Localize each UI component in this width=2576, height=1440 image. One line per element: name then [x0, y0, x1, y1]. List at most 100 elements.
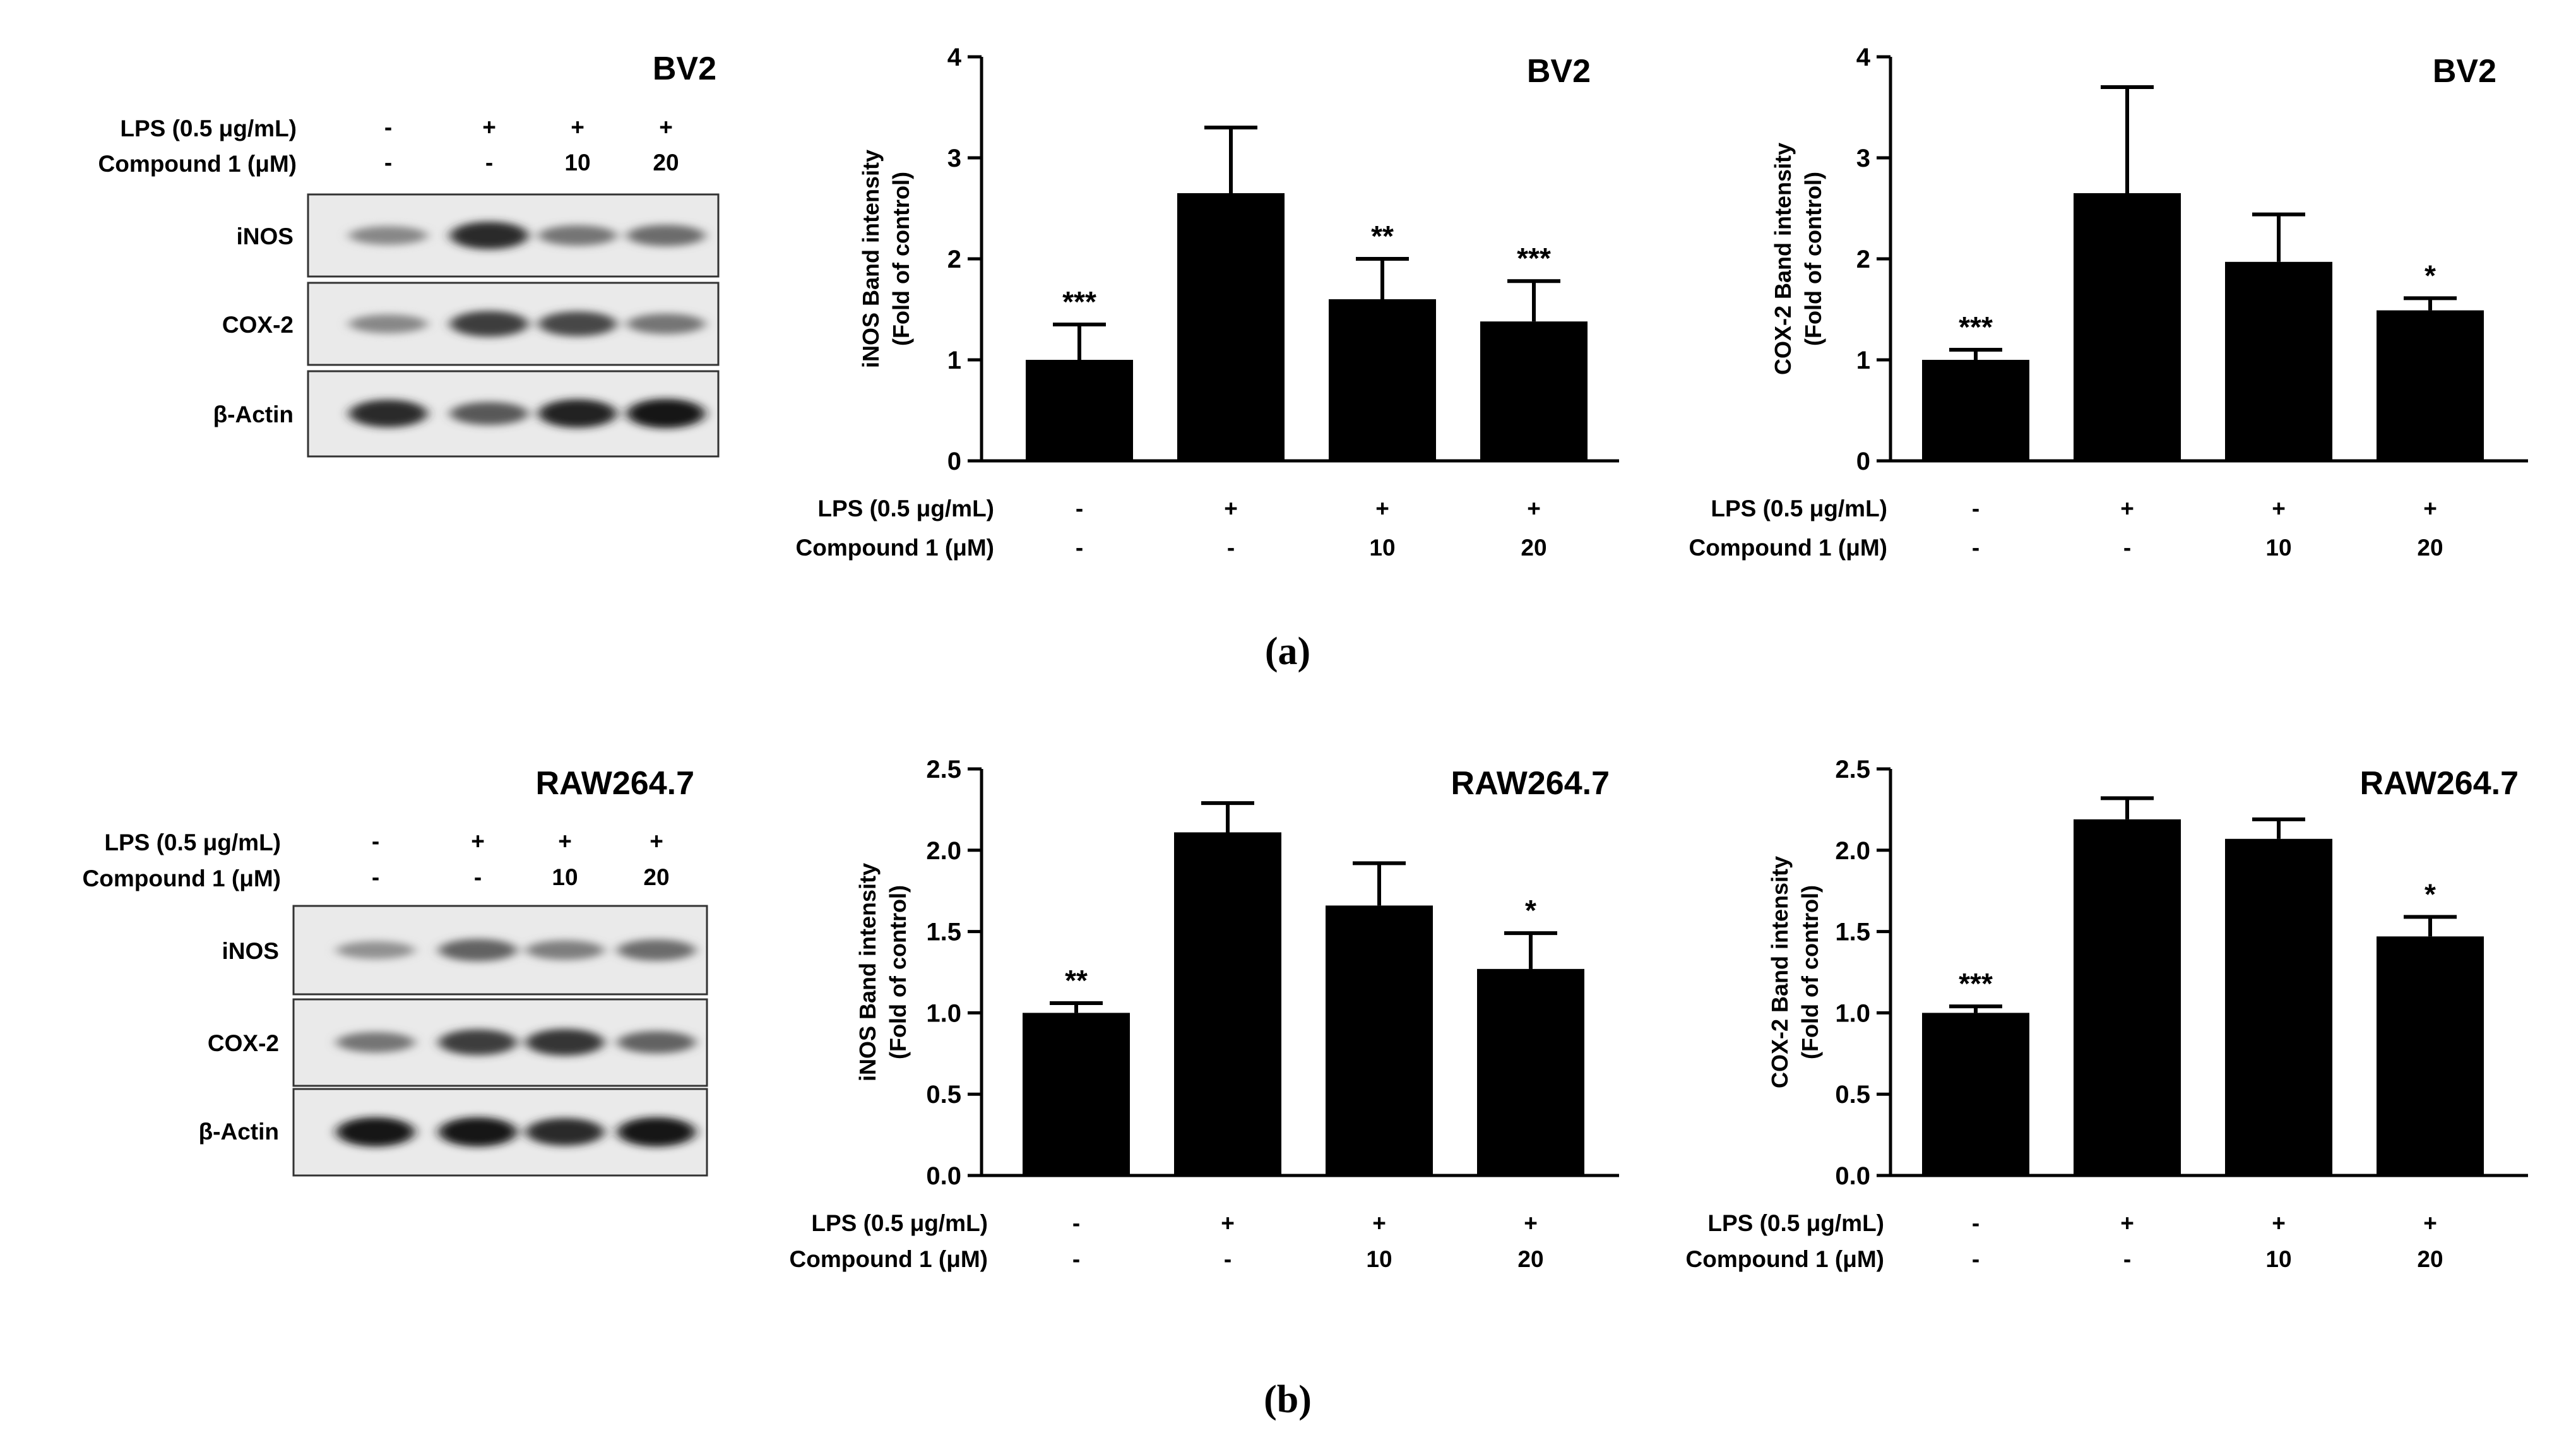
blot-b-lane2-lps: +: [471, 828, 485, 854]
blot-a-cox2-bands: [349, 311, 705, 337]
condition-value: -: [1076, 535, 1083, 561]
condition-value: +: [2423, 496, 2437, 521]
bar: [2074, 193, 2181, 461]
chart-title: RAW264.7: [2360, 765, 2519, 802]
blot-a-inos-bands: [349, 222, 705, 249]
significance-label: ***: [1517, 242, 1551, 275]
condition-value: +: [2272, 1210, 2286, 1236]
bar: [1922, 1013, 2029, 1175]
condition-row-label: LPS (0.5 μg/mL): [811, 1210, 988, 1236]
condition-value: -: [1972, 535, 1979, 561]
blot-band: [349, 226, 427, 245]
y-tick-label: 1.5: [926, 919, 961, 946]
y-tick-label: 3: [947, 145, 961, 172]
condition-value: +: [2272, 496, 2286, 521]
blot-b-cox2-bands: [336, 1028, 696, 1056]
condition-row-label: Compound 1 (μM): [796, 535, 994, 561]
condition-value: +: [1375, 496, 1389, 521]
blot-b-lane3-lps: +: [558, 828, 572, 854]
blot-band: [439, 1117, 517, 1147]
condition-row-label: LPS (0.5 μg/mL): [817, 496, 994, 521]
y-axis-label-line: COX-2 Band intensity: [1767, 856, 1793, 1088]
condition-value: +: [1524, 1210, 1538, 1236]
significance-label: ***: [1959, 967, 1993, 1000]
y-axis-label-line: COX-2 Band intensity: [1770, 143, 1796, 375]
blot-band: [538, 225, 617, 246]
condition-value: -: [2123, 535, 2131, 561]
blot-band: [627, 398, 705, 429]
y-axis-label: COX-2 Band intensity (Fold of control): [1767, 856, 1823, 1088]
bar: [2074, 819, 2181, 1175]
blot-b-lane3-compound: 10: [552, 864, 578, 890]
condition-value: -: [1227, 535, 1235, 561]
blot-b: RAW264.7 LPS (0.5 μg/mL) Compound 1 (μM)…: [83, 765, 708, 1177]
condition-value: -: [2123, 1246, 2131, 1272]
significance-label: ***: [1959, 311, 1993, 343]
y-tick-label: 1.0: [1835, 999, 1870, 1027]
blot-a-lane3-compound: 10: [564, 150, 590, 176]
blot-b-actin-label: β-Actin: [199, 1119, 279, 1145]
bar: [1026, 360, 1133, 461]
condition-value: +: [1372, 1210, 1386, 1236]
y-axis-label-line: (Fold of control): [885, 885, 911, 1059]
bar: [2377, 310, 2484, 461]
blot-a-lane1-lps: -: [384, 114, 392, 140]
blot-band: [439, 1029, 517, 1056]
condition-value: 20: [1521, 535, 1546, 561]
condition-row-label: LPS (0.5 μg/mL): [1707, 1210, 1884, 1236]
y-axis-label: iNOS Band intensity (Fold of control): [855, 863, 911, 1081]
y-axis-label-line: iNOS Band intensity: [858, 150, 884, 368]
significance-label: *: [2425, 259, 2436, 292]
bar: [1177, 193, 1285, 461]
caption-b: (b): [1264, 1378, 1312, 1421]
bar: [1326, 905, 1433, 1175]
bar: [1922, 360, 2029, 461]
blot-band: [538, 399, 617, 428]
y-tick-label: 0: [947, 448, 961, 475]
y-tick-label: 2: [1856, 246, 1870, 273]
bar: [1477, 968, 1584, 1175]
chart-title: BV2: [1527, 53, 1591, 90]
y-tick-label: 0: [1856, 448, 1870, 475]
condition-value: 20: [2417, 1246, 2443, 1272]
blot-a-lane4-lps: +: [659, 114, 673, 140]
blot-b-lane1-lps: -: [372, 828, 379, 854]
blot-band: [526, 1118, 604, 1146]
condition-value: -: [1972, 1246, 1979, 1272]
y-tick-label: 2.5: [926, 756, 961, 783]
condition-row-label: Compound 1 (μM): [1686, 1246, 1884, 1272]
blot-b-compound-row-label: Compound 1 (μM): [83, 866, 281, 891]
blot-a-actin-bands: [349, 398, 705, 429]
condition-row-label: LPS (0.5 μg/mL): [1711, 496, 1887, 521]
blot-a-inos-label: iNOS: [237, 223, 294, 249]
significance-label: ***: [1062, 285, 1096, 318]
significance-label: **: [1065, 964, 1088, 997]
y-tick-label: 1.5: [1835, 919, 1870, 946]
blot-band: [450, 311, 528, 337]
blot-a-compound-row-label: Compound 1 (μM): [98, 151, 297, 177]
blot-a-actin-label: β-Actin: [213, 402, 294, 427]
blot-b-lps-row-label: LPS (0.5 μg/mL): [104, 830, 281, 855]
blot-a-lane2-lps: +: [482, 114, 496, 140]
significance-label: *: [1525, 894, 1536, 927]
blot-a-cox2-label: COX-2: [222, 312, 294, 338]
y-axis-label-line: (Fold of control): [888, 172, 914, 346]
blot-band: [450, 222, 528, 249]
blot-band: [439, 939, 517, 961]
blot-band: [617, 939, 696, 961]
blot-band: [617, 1031, 696, 1054]
blot-band: [627, 225, 705, 246]
condition-row-label: Compound 1 (μM): [790, 1246, 988, 1272]
blot-a-title: BV2: [653, 51, 716, 87]
blot-b-title: RAW264.7: [536, 765, 694, 802]
significance-label: **: [1371, 220, 1394, 253]
y-tick-label: 2.5: [1835, 756, 1870, 783]
bar: [2225, 838, 2332, 1175]
condition-value: +: [1224, 496, 1238, 521]
blot-b-cox2-label: COX-2: [208, 1030, 279, 1056]
